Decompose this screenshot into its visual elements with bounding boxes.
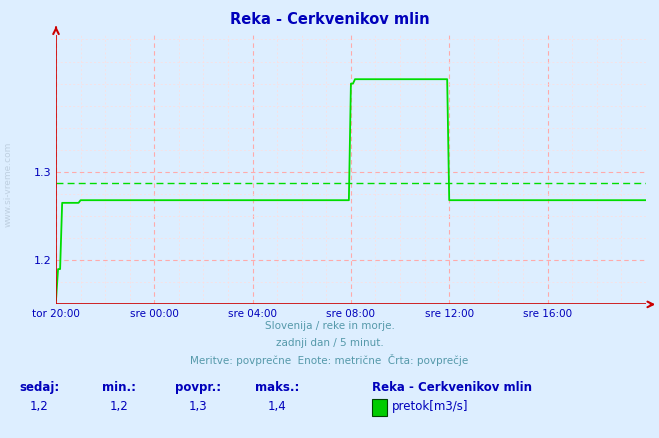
Text: 1,3: 1,3 xyxy=(188,400,207,413)
Text: zadnji dan / 5 minut.: zadnji dan / 5 minut. xyxy=(275,338,384,348)
Text: 1,2: 1,2 xyxy=(30,400,49,413)
Text: min.:: min.: xyxy=(101,381,136,394)
Text: Reka - Cerkvenikov mlin: Reka - Cerkvenikov mlin xyxy=(372,381,532,394)
Text: 1,4: 1,4 xyxy=(268,400,286,413)
Text: pretok[m3/s]: pretok[m3/s] xyxy=(392,400,469,413)
Text: Slovenija / reke in morje.: Slovenija / reke in morje. xyxy=(264,321,395,331)
Text: Meritve: povprečne  Enote: metrične  Črta: povprečje: Meritve: povprečne Enote: metrične Črta:… xyxy=(190,353,469,366)
Text: 1,2: 1,2 xyxy=(109,400,128,413)
Text: www.si-vreme.com: www.si-vreme.com xyxy=(3,141,13,226)
Text: povpr.:: povpr.: xyxy=(175,381,221,394)
Text: Reka - Cerkvenikov mlin: Reka - Cerkvenikov mlin xyxy=(230,12,429,27)
Text: sedaj:: sedaj: xyxy=(19,381,60,394)
Text: maks.:: maks.: xyxy=(254,381,299,394)
